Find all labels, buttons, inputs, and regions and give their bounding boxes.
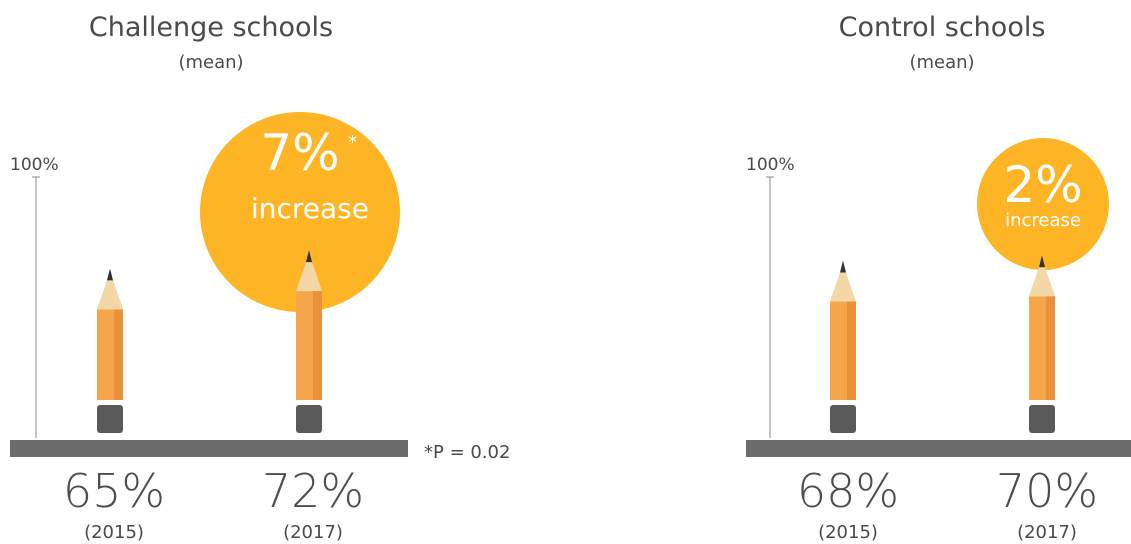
pencil-wood [97,280,123,310]
pencil-band [97,400,123,405]
challenge-pencil-2015 [97,268,123,433]
challenge-significance-marker: * [348,132,357,153]
pencil-body-shade [114,309,123,400]
control-panel: Control schools (mean) 100% 2% increase … [746,12,1131,543]
challenge-increase-value: 7% [260,124,339,182]
control-value-label-2017: 70% [996,464,1098,518]
pencil-eraser [1029,405,1055,433]
challenge-baseline [10,440,408,457]
control-year-label-2015: (2015) [818,522,878,543]
challenge-title: Challenge schools [89,12,333,43]
pencil-tip [840,260,846,273]
control-year-label-2017: (2017) [1017,522,1077,543]
challenge-increase-badge [200,112,400,312]
pencil-band [296,400,322,405]
challenge-year-label-2017: (2017) [283,522,343,543]
control-baseline [746,440,1131,457]
control-pencil-2017 [1029,255,1055,433]
control-value-label-2015: 68% [797,464,899,518]
control-subtitle: (mean) [909,52,974,73]
pencil-band [830,400,856,405]
control-pencil-2015 [830,260,856,433]
pencil-body-shade [313,291,322,400]
pencil-tip [1039,255,1045,268]
challenge-value-label-2015: 65% [63,464,165,518]
significance-footnote: *P = 0.02 [424,442,510,463]
control-increase-badge [977,138,1109,270]
control-increase-value: 2% [1003,156,1082,214]
pencil-eraser [296,405,322,433]
challenge-panel: Challenge schools (mean) 100% 7% * incre… [10,12,510,543]
pencil-eraser [830,405,856,433]
challenge-subtitle: (mean) [178,52,243,73]
challenge-axis-max-label: 100% [10,155,59,175]
pencil-wood [296,262,322,292]
pencil-body-shade [1046,296,1055,400]
challenge-value-label-2017: 72% [262,464,364,518]
challenge-year-label-2015: (2015) [84,522,144,543]
pencil-band [1029,400,1055,405]
challenge-pencils [97,250,322,433]
challenge-increase-label: increase [251,192,369,225]
pencil-eraser [97,405,123,433]
pencil-tip [306,250,312,263]
control-pencils [830,255,1055,433]
challenge-pencil-2017 [296,250,322,433]
control-increase-label: increase [1005,210,1081,231]
control-axis-max-label: 100% [746,155,795,175]
pencil-tip [107,268,113,281]
pencil-body-shade [847,301,856,400]
pencil-wood [1029,267,1055,297]
pencil-wood [830,272,856,302]
control-title: Control schools [839,12,1046,43]
